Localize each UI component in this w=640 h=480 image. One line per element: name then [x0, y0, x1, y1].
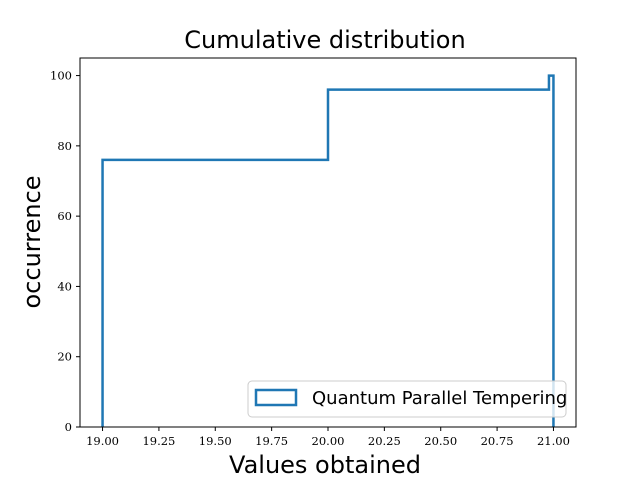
- legend-swatch: [254, 388, 298, 407]
- legend-label: Quantum Parallel Tempering: [312, 388, 567, 409]
- y-tick-label: 20: [57, 350, 72, 364]
- x-tick-label: 21.00: [537, 434, 570, 448]
- x-tick-label: 20.50: [424, 434, 457, 448]
- x-tick-label: 19.75: [255, 434, 288, 448]
- y-tick-label: 0: [65, 420, 72, 434]
- x-tick-label: 19.00: [86, 434, 119, 448]
- x-axis-label: Values obtained: [229, 451, 421, 479]
- y-tick-label: 100: [50, 69, 72, 83]
- x-tick-label: 20.00: [312, 434, 345, 448]
- x-tick-label: 19.25: [142, 434, 175, 448]
- x-tick-label: 20.75: [481, 434, 514, 448]
- plot-area: 19.00 19.25 19.50 19.75 20.00 20.25 20.50 20.75…: [50, 57, 577, 448]
- series-line-0: [101, 74, 555, 427]
- chart-title: Cumulative distribution: [184, 26, 465, 54]
- y-tick-label: 80: [57, 139, 72, 153]
- x-tick-label: 20.25: [368, 434, 401, 448]
- y-tick-label: 60: [57, 209, 72, 223]
- y-axis-label: occurrence: [18, 175, 46, 308]
- legend-frame: [247, 380, 567, 418]
- x-tick-label: 19.50: [199, 434, 232, 448]
- y-tick-label: 40: [57, 279, 72, 293]
- legend: Quantum Parallel Tempering: [247, 380, 567, 418]
